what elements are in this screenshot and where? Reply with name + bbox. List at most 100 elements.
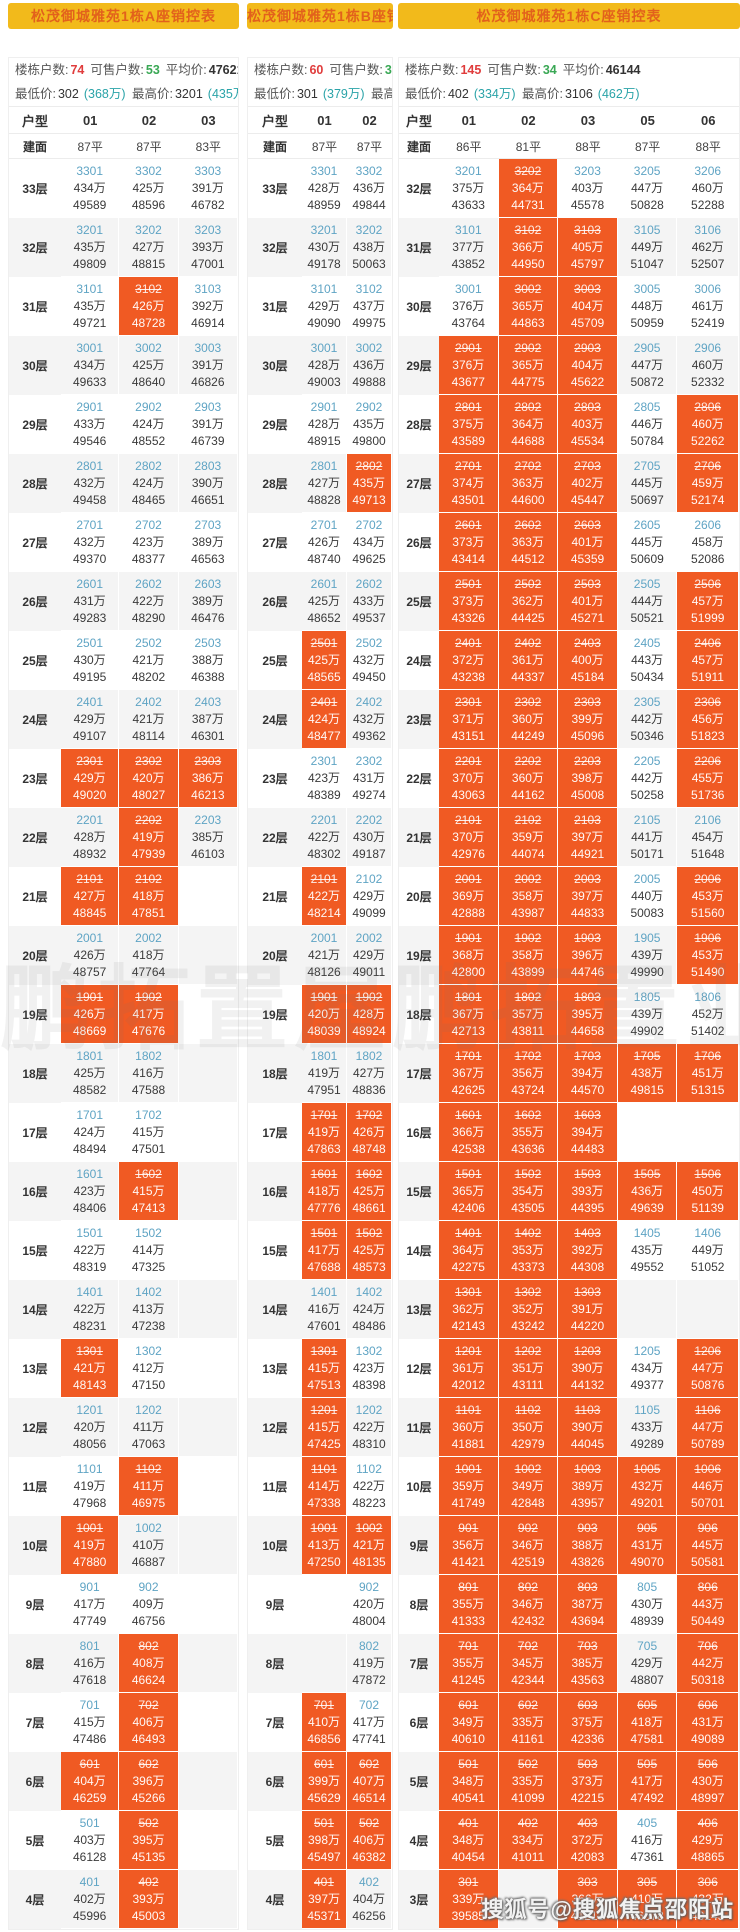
floor-label: 27层 xyxy=(406,477,432,491)
unit-total-price: 368万 xyxy=(452,947,485,962)
unit-total-price: 403万 xyxy=(73,1832,106,1847)
stats-row-1: 楼栋户数:74 可售户数:53 平均价:47621 xyxy=(9,58,238,82)
floor-label: 10层 xyxy=(22,1539,48,1553)
unit-cell: 1001 413万 47250 xyxy=(302,1516,347,1575)
unit-cell: 501 348万 40541 xyxy=(439,1752,499,1811)
unit-price-per-sqm: 43852 xyxy=(451,256,485,271)
unit-price-per-sqm: 47776 xyxy=(307,1200,341,1215)
unit-cell: 3202 427万 48815 xyxy=(119,218,179,277)
unit-number: 1505 xyxy=(633,1166,661,1181)
unit-price-per-sqm: 52332 xyxy=(691,374,725,389)
unit-total-price: 433万 xyxy=(73,416,106,431)
unit-cell: 2305 442万 50346 xyxy=(617,690,678,749)
unit-price-per-sqm: 43694 xyxy=(570,1613,605,1628)
unit-total-price: 404万 xyxy=(73,1773,106,1788)
unit-total-price: 367万 xyxy=(452,1065,485,1080)
floor-label: 17层 xyxy=(262,1126,288,1140)
unit-price-per-sqm: 49633 xyxy=(72,374,107,389)
unit-total-price: 428万 xyxy=(307,357,341,372)
unit-number: 401 xyxy=(458,1815,479,1830)
unit-cell: 1406 449万 51052 xyxy=(677,1221,740,1280)
unit-cell: 601 399万 45629 xyxy=(302,1752,347,1811)
unit-price-per-sqm: 44337 xyxy=(511,669,545,684)
floor-label: 32层 xyxy=(22,241,48,255)
unit-number: 1003 xyxy=(574,1461,601,1476)
unit-number: 2805 xyxy=(633,399,661,414)
unit-number: 305 xyxy=(637,1874,658,1889)
unit-total-price: 419万 xyxy=(352,1655,386,1670)
unit-total-price: 462万 xyxy=(691,239,724,254)
unit-price-per-sqm: 44746 xyxy=(570,964,605,979)
floor-row: 19层 1901 368万 42800 1902 358万 43899 1903 396万 447… xyxy=(399,926,740,985)
unit-number: 702 xyxy=(138,1697,159,1712)
unit-cell: 403 372万 42083 xyxy=(558,1811,618,1870)
unit-number: 2403 xyxy=(574,635,601,650)
unit-total-price: 409万 xyxy=(132,1596,165,1611)
unit-total-price: 349万 xyxy=(452,1714,485,1729)
unit-number: 1801 xyxy=(76,1048,104,1063)
unit-number: 501 xyxy=(458,1756,479,1771)
unit-cell: 1301 421万 48143 xyxy=(61,1339,120,1398)
unit-number: 2203 xyxy=(574,753,601,768)
unit-price-per-sqm: 46651 xyxy=(191,492,225,507)
average-price-label: 平均价: xyxy=(562,63,604,77)
unit-price-per-sqm: 48565 xyxy=(307,669,341,684)
unit-number: 1103 xyxy=(574,1402,601,1417)
unit-cell: 502 406万 46382 xyxy=(347,1811,392,1870)
floor-row: 30层 3001 376万 43764 3002 365万 44863 3003 404万 457… xyxy=(399,277,740,336)
unit-number: 2801 xyxy=(76,458,104,473)
unit-total-price: 428万 xyxy=(73,829,106,844)
unit-cell: 2106 454万 51648 xyxy=(677,808,740,867)
unit-total-price: 375万 xyxy=(571,1714,604,1729)
floor-row: 13层 1301 415万 47513 1302 423万 48398 xyxy=(248,1339,392,1398)
unit-number: 2705 xyxy=(633,458,661,473)
average-price-label: 平均价: xyxy=(165,63,207,77)
unit-number: 2603 xyxy=(194,576,222,591)
unit-cell: 3103 392万 46914 xyxy=(178,277,238,336)
area-row: 建面 86平 81平 88平 87平 88平 xyxy=(399,134,739,159)
unit-number: 802 xyxy=(138,1638,159,1653)
area-label: 建面 xyxy=(406,139,431,154)
title-gap xyxy=(398,29,740,57)
unit-total-price: 445万 xyxy=(631,534,664,549)
unit-price-per-sqm: 43414 xyxy=(451,551,485,566)
floor-row: 24层 2401 429万 49107 2402 421万 48114 2403 387万 463… xyxy=(9,690,238,749)
unit-cell: 803 387万 43694 xyxy=(558,1575,618,1634)
unit-total-price: 451万 xyxy=(691,1065,724,1080)
empty-cell xyxy=(677,1103,740,1162)
area-value: 88平 xyxy=(695,139,721,154)
unit-number: 1601 xyxy=(454,1107,482,1122)
unit-price-per-sqm: 46563 xyxy=(191,551,225,566)
unit-total-price: 453万 xyxy=(691,888,724,903)
unit-cell: 2206 455万 51736 xyxy=(677,749,740,808)
unit-total-price: 372万 xyxy=(452,652,485,667)
unit-number: 505 xyxy=(637,1756,658,1771)
unit-total-price: 355万 xyxy=(452,1655,485,1670)
unit-number: 1402 xyxy=(355,1284,383,1299)
floor-row: 29层 2901 428万 48915 2902 435万 49800 xyxy=(248,395,392,454)
unit-number: 2301 xyxy=(454,694,482,709)
unit-price-per-sqm: 46826 xyxy=(191,374,225,389)
empty-cell xyxy=(178,1575,238,1634)
unit-number: 2803 xyxy=(194,458,222,473)
floor-row: 12层 1201 415万 47425 1202 422万 48310 xyxy=(248,1398,392,1457)
max-price-unit: 3106 xyxy=(564,87,593,101)
unit-number: 1101 xyxy=(76,1461,103,1476)
unit-number: 502 xyxy=(517,1756,538,1771)
unit-cell: 2702 423万 48377 xyxy=(119,513,179,572)
floor-row: 18层 1801 367万 42713 1802 357万 43811 1803 395万 446… xyxy=(399,985,740,1044)
unit-cell: 1801 367万 42713 xyxy=(439,985,499,1044)
unit-number: 2002 xyxy=(514,871,542,886)
unit-total-price: 422万 xyxy=(307,888,341,903)
unit-total-price: 431万 xyxy=(691,1714,724,1729)
unit-number: 1203 xyxy=(574,1343,601,1358)
unit-number: 1502 xyxy=(514,1166,542,1181)
unit-total-price: 373万 xyxy=(571,1773,604,1788)
unit-total-price: 442万 xyxy=(631,711,664,726)
sales-table-building-b: 松茂御城雅苑1栋B座销控表楼栋户数:60可售户数:35平均价:48182最低价:… xyxy=(247,0,393,1930)
unit-total-price: 426万 xyxy=(132,298,165,313)
unit-price-per-sqm: 47951 xyxy=(307,1082,341,1097)
unit-cell: 806 443万 50449 xyxy=(677,1575,740,1634)
unit-total-price: 388万 xyxy=(191,652,224,667)
